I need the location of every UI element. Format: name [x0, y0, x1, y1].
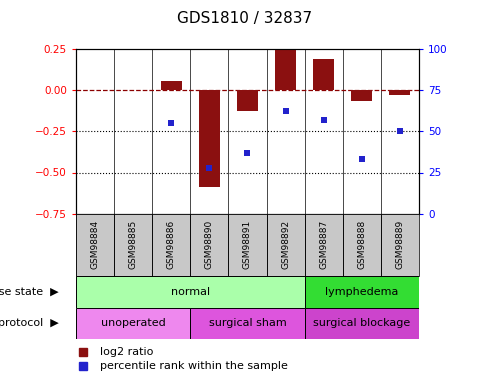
- Bar: [267, 214, 305, 276]
- Text: GSM98889: GSM98889: [395, 220, 404, 269]
- Text: surgical sham: surgical sham: [209, 318, 286, 328]
- Bar: [114, 214, 152, 276]
- Text: GSM98885: GSM98885: [128, 220, 138, 269]
- Text: GSM98888: GSM98888: [357, 220, 367, 269]
- Bar: [190, 214, 228, 276]
- Bar: [275, 50, 296, 90]
- Bar: [381, 214, 419, 276]
- Text: GSM98884: GSM98884: [91, 220, 99, 269]
- Bar: [152, 214, 190, 276]
- Bar: [76, 308, 190, 339]
- Bar: [351, 90, 372, 101]
- Text: GSM98892: GSM98892: [281, 220, 290, 269]
- Text: GSM98891: GSM98891: [243, 220, 252, 269]
- Bar: [305, 214, 343, 276]
- Text: disease state  ▶: disease state ▶: [0, 286, 59, 297]
- Bar: [161, 81, 182, 90]
- Text: GSM98886: GSM98886: [167, 220, 176, 269]
- Text: log2 ratio: log2 ratio: [100, 347, 153, 357]
- Bar: [237, 90, 258, 111]
- Bar: [228, 214, 267, 276]
- Text: protocol  ▶: protocol ▶: [0, 318, 59, 328]
- Bar: [76, 276, 305, 308]
- Bar: [199, 90, 220, 186]
- Bar: [343, 214, 381, 276]
- Bar: [76, 214, 114, 276]
- Bar: [305, 276, 419, 308]
- Text: GSM98887: GSM98887: [319, 220, 328, 269]
- Text: GDS1810 / 32837: GDS1810 / 32837: [177, 11, 313, 26]
- Text: percentile rank within the sample: percentile rank within the sample: [100, 361, 288, 371]
- Bar: [313, 58, 334, 90]
- Text: unoperated: unoperated: [101, 318, 166, 328]
- Bar: [390, 90, 411, 95]
- Text: normal: normal: [171, 286, 210, 297]
- Bar: [305, 308, 419, 339]
- Text: GSM98890: GSM98890: [205, 220, 214, 269]
- Bar: [190, 308, 305, 339]
- Text: lymphedema: lymphedema: [325, 286, 398, 297]
- Text: surgical blockage: surgical blockage: [313, 318, 411, 328]
